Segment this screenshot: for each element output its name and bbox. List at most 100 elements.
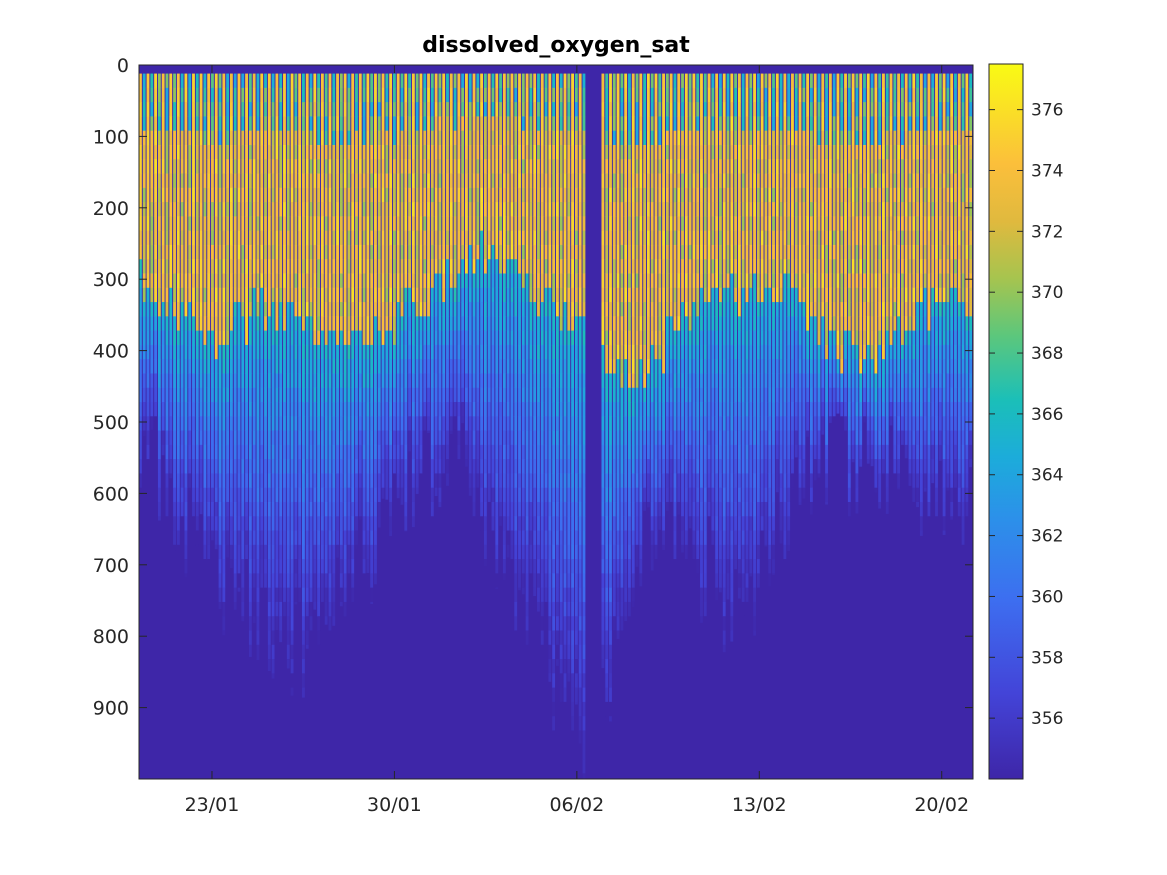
profile-cell — [453, 387, 457, 403]
profile-cell — [567, 459, 571, 474]
profile-cell — [241, 516, 245, 531]
profile-cell — [487, 402, 491, 417]
profile-cell — [537, 159, 540, 174]
profile-cell — [305, 402, 309, 417]
profile-cell — [339, 287, 343, 303]
profile-cell — [332, 530, 336, 546]
profile-cell — [275, 573, 279, 588]
profile-cell — [362, 373, 366, 389]
profile-cell — [222, 330, 226, 346]
profile-cell — [252, 144, 256, 160]
profile-cell — [214, 430, 218, 446]
profile-cell — [264, 202, 267, 217]
profile-cell — [358, 402, 362, 417]
profile-cell — [161, 173, 165, 189]
profile-cell — [612, 244, 616, 260]
profile-cell — [506, 501, 510, 517]
profile-cell — [286, 402, 290, 417]
profile-cell — [192, 330, 195, 346]
profile-cell — [624, 273, 628, 289]
profile-cell — [214, 273, 218, 289]
profile-cell — [279, 144, 283, 160]
profile-cell — [567, 316, 571, 331]
profile-cell — [411, 202, 415, 217]
profile-cell — [305, 473, 309, 488]
profile-cell — [180, 402, 184, 417]
profile-cell — [506, 544, 510, 558]
profile-cell — [309, 187, 313, 203]
profile-column — [525, 73, 529, 651]
profile-cell — [612, 373, 616, 389]
profile-cell — [392, 87, 396, 103]
profile-cell — [237, 302, 241, 317]
profile-cell — [635, 344, 639, 360]
profile-column — [408, 73, 411, 452]
profile-cell — [385, 202, 389, 217]
profile-cell — [563, 344, 567, 360]
profile-cell — [377, 273, 381, 289]
profile-cell — [635, 187, 639, 203]
profile-cell — [343, 601, 347, 617]
profile-cell — [453, 216, 457, 231]
profile-cell — [631, 344, 635, 360]
profile-cell — [377, 359, 381, 374]
profile-cell — [226, 530, 230, 546]
profile-cell — [256, 230, 260, 246]
profile-cell — [290, 287, 294, 303]
profile-cell — [199, 244, 203, 260]
profile-cell — [385, 344, 389, 360]
profile-cell — [537, 87, 540, 103]
profile-cell — [248, 416, 252, 431]
profile-cell — [639, 459, 643, 474]
profile-cell — [609, 330, 612, 346]
profile-cell — [491, 416, 495, 431]
profile-cell — [245, 359, 248, 374]
profile-cell — [662, 144, 665, 160]
profile-cell — [207, 487, 211, 503]
profile-cell — [385, 187, 389, 203]
profile-cell — [628, 559, 631, 574]
profile-cell — [305, 601, 309, 617]
profile-cell — [226, 487, 230, 503]
profile-cell — [468, 244, 472, 260]
profile-cell — [491, 87, 495, 103]
profile-cell — [453, 144, 457, 160]
profile-cell — [320, 216, 324, 231]
profile-cell — [574, 159, 578, 174]
profile-cell — [540, 73, 544, 89]
profile-cell — [328, 130, 332, 146]
profile-cell — [309, 444, 313, 460]
profile-cell — [510, 273, 514, 289]
profile-cell — [423, 359, 427, 374]
profile-cell — [669, 102, 673, 117]
profile-cell — [529, 444, 533, 460]
profile-cell — [377, 416, 381, 431]
profile-cell — [290, 173, 294, 189]
profile-cell — [248, 616, 252, 631]
profile-cell — [233, 87, 237, 103]
profile-cell — [302, 216, 305, 231]
profile-cell — [635, 530, 639, 546]
profile-cell — [260, 230, 264, 246]
profile-cell — [245, 87, 248, 103]
profile-cell — [222, 87, 226, 103]
profile-cell — [400, 359, 404, 374]
profile-cell — [658, 459, 662, 474]
profile-cell — [662, 87, 665, 103]
profile-cell — [434, 159, 438, 174]
profile-cell — [154, 416, 157, 422]
profile-cell — [540, 516, 544, 531]
profile-cell — [669, 159, 673, 174]
profile-cell — [612, 287, 616, 303]
profile-cell — [385, 102, 389, 117]
profile-cell — [502, 573, 506, 580]
profile-cell — [150, 102, 154, 117]
profile-cell — [518, 559, 521, 574]
profile-cell — [377, 87, 381, 103]
profile-cell — [184, 87, 188, 103]
profile-cell — [313, 302, 317, 317]
profile-cell — [256, 359, 260, 374]
profile-cell — [199, 330, 203, 346]
profile-cell — [139, 359, 142, 374]
profile-cell — [305, 302, 309, 317]
